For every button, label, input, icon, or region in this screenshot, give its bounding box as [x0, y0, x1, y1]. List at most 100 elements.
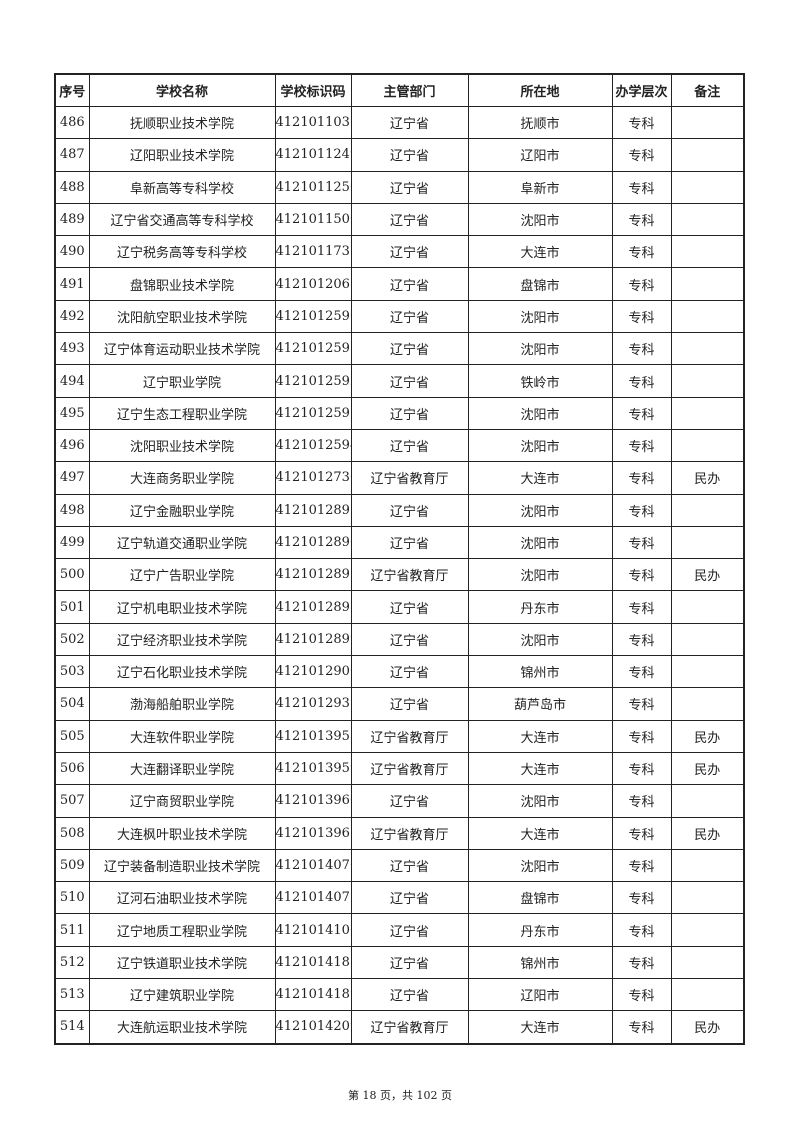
cell-school-name: 辽宁广告职业学院 [88, 558, 276, 592]
cell-authority: 辽宁省 [350, 945, 469, 980]
cell-school-code: 4121011037 [274, 105, 352, 140]
cell-index: 498 [54, 493, 90, 527]
table-row: 495 辽宁生态工程职业学院 4121012593 辽宁省 沈阳市 专科 [54, 396, 745, 430]
cell-authority: 辽宁省教育厅 [350, 558, 469, 592]
cell-authority: 辽宁省 [350, 364, 469, 398]
cell-school-code: 4121012590 [274, 299, 352, 334]
cell-level: 专科 [611, 784, 672, 818]
cell-authority: 辽宁省 [350, 332, 469, 366]
cell-authority: 辽宁省 [350, 299, 469, 334]
table-row: 489 辽宁省交通高等专科学校 4121011500 辽宁省 沈阳市 专科 [54, 202, 745, 237]
cell-school-name: 辽宁金融职业学院 [88, 493, 276, 527]
cell-index: 493 [54, 332, 90, 366]
cell-level: 专科 [611, 945, 672, 980]
cell-school-code: 4121014106 [274, 913, 352, 947]
cell-remarks: 民办 [670, 816, 745, 850]
table-row: 497 大连商务职业学院 4121012730 辽宁省教育厅 大连市 专科 民办 [54, 461, 745, 495]
cell-location: 沈阳市 [467, 493, 613, 527]
cell-school-name: 沈阳航空职业技术学院 [88, 299, 276, 334]
cell-authority: 辽宁省 [350, 493, 469, 527]
cell-school-name: 辽宁经济职业技术学院 [88, 622, 276, 657]
cell-remarks: 民办 [670, 751, 745, 786]
cell-index: 500 [54, 558, 90, 592]
cell-location: 大连市 [467, 816, 613, 850]
cell-school-code: 4121011735 [274, 235, 352, 269]
cell-school-code: 4121011500 [274, 202, 352, 237]
schools-table: 序号 学校名称 学校标识码 主管部门 所在地 办学层次 备注 486 抚顺职业技术… [54, 73, 745, 1045]
cell-index: 508 [54, 816, 90, 850]
cell-location: 大连市 [467, 235, 613, 269]
cell-level: 专科 [611, 235, 672, 269]
table-row: 512 辽宁铁道职业技术学院 4121014188 辽宁省 锦州市 专科 [54, 945, 745, 980]
cell-remarks: 民办 [670, 461, 745, 495]
cell-remarks [670, 138, 745, 172]
cell-remarks [670, 913, 745, 947]
cell-location: 锦州市 [467, 655, 613, 689]
cell-level: 专科 [611, 364, 672, 398]
cell-authority: 辽宁省 [350, 202, 469, 237]
table-row: 504 渤海船舶职业学院 4121012931 辽宁省 葫芦岛市 专科 [54, 687, 745, 721]
cell-index: 511 [54, 913, 90, 947]
cell-location: 沈阳市 [467, 428, 613, 463]
cell-index: 510 [54, 881, 90, 915]
cell-school-code: 4121014189 [274, 978, 352, 1012]
cell-remarks [670, 332, 745, 366]
cell-school-name: 沈阳职业技术学院 [88, 428, 276, 463]
cell-level: 专科 [611, 1010, 672, 1045]
cell-remarks [670, 655, 745, 689]
cell-remarks [670, 267, 745, 301]
cell-authority: 辽宁省 [350, 590, 469, 624]
cell-location: 丹东市 [467, 590, 613, 624]
cell-school-name: 阜新高等专科学校 [88, 170, 276, 204]
cell-index: 486 [54, 105, 90, 140]
cell-school-code: 4121014076 [274, 848, 352, 883]
cell-school-name: 辽宁省交通高等专科学校 [88, 202, 276, 237]
cell-level: 专科 [611, 105, 672, 140]
cell-remarks [670, 590, 745, 624]
cell-location: 阜新市 [467, 170, 613, 204]
cell-index: 509 [54, 848, 90, 883]
cell-authority: 辽宁省 [350, 687, 469, 721]
cell-school-name: 渤海船舶职业学院 [88, 687, 276, 721]
cell-school-name: 辽宁职业学院 [88, 364, 276, 398]
cell-authority: 辽宁省教育厅 [350, 816, 469, 850]
cell-location: 锦州市 [467, 945, 613, 980]
table-row: 493 辽宁体育运动职业技术学院 4121012591 辽宁省 沈阳市 专科 [54, 332, 745, 366]
cell-school-code: 4121012931 [274, 687, 352, 721]
cell-index: 496 [54, 428, 90, 463]
cell-school-code: 4121013961 [274, 816, 352, 850]
cell-location: 大连市 [467, 1010, 613, 1045]
cell-authority: 辽宁省 [350, 396, 469, 430]
cell-level: 专科 [611, 719, 672, 753]
cell-school-code: 4121011250 [274, 170, 352, 204]
cell-location: 丹东市 [467, 913, 613, 947]
cell-authority: 辽宁省 [350, 525, 469, 560]
cell-index: 495 [54, 396, 90, 430]
table-row: 501 辽宁机电职业技术学院 4121012898 辽宁省 丹东市 专科 [54, 590, 745, 624]
table-row: 490 辽宁税务高等专科学校 4121011735 辽宁省 大连市 专科 [54, 235, 745, 269]
cell-school-code: 4121012592 [274, 364, 352, 398]
table-row: 496 沈阳职业技术学院 4121012594 辽宁省 沈阳市 专科 [54, 428, 745, 463]
cell-authority: 辽宁省 [350, 848, 469, 883]
cell-level: 专科 [611, 978, 672, 1012]
table-row: 513 辽宁建筑职业学院 4121014189 辽宁省 辽阳市 专科 [54, 978, 745, 1012]
cell-index: 497 [54, 461, 90, 495]
cell-index: 505 [54, 719, 90, 753]
cell-remarks [670, 396, 745, 430]
cell-location: 沈阳市 [467, 784, 613, 818]
cell-index: 507 [54, 784, 90, 818]
cell-authority: 辽宁省 [350, 428, 469, 463]
cell-level: 专科 [611, 493, 672, 527]
cell-school-code: 4121012594 [274, 428, 352, 463]
cell-index: 501 [54, 590, 90, 624]
cell-school-name: 辽宁地质工程职业学院 [88, 913, 276, 947]
cell-location: 沈阳市 [467, 202, 613, 237]
cell-index: 494 [54, 364, 90, 398]
cell-level: 专科 [611, 590, 672, 624]
cell-level: 专科 [611, 299, 672, 334]
cell-index: 499 [54, 525, 90, 560]
cell-location: 大连市 [467, 461, 613, 495]
cell-level: 专科 [611, 525, 672, 560]
table-row: 492 沈阳航空职业技术学院 4121012590 辽宁省 沈阳市 专科 [54, 299, 745, 334]
cell-authority: 辽宁省 [350, 138, 469, 172]
